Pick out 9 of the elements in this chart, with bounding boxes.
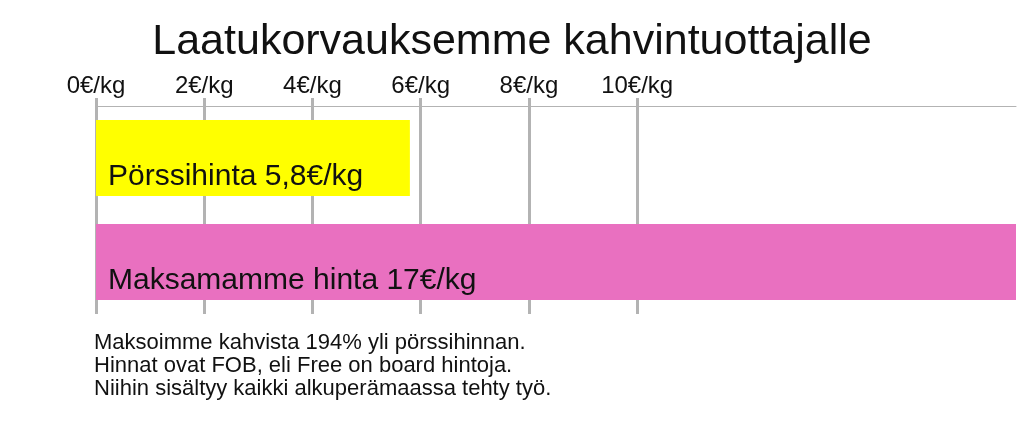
x-tick-label: 0€/kg (66, 70, 126, 98)
x-tick-label: 6€/kg (391, 70, 451, 98)
x-tick-label: 8€/kg (499, 70, 559, 98)
x-tick-label: 4€/kg (283, 70, 342, 98)
category-label: Pörssihinta 5,8€/kg (108, 158, 364, 192)
x-tick-label: 10€/kg (601, 70, 674, 98)
chart-title: Laatukorvauksemme kahvintuottajalle (152, 14, 872, 63)
x-tick-label: 2€/kg (174, 70, 234, 98)
category-label: Maksamamme hinta 17€/kg (108, 262, 477, 296)
